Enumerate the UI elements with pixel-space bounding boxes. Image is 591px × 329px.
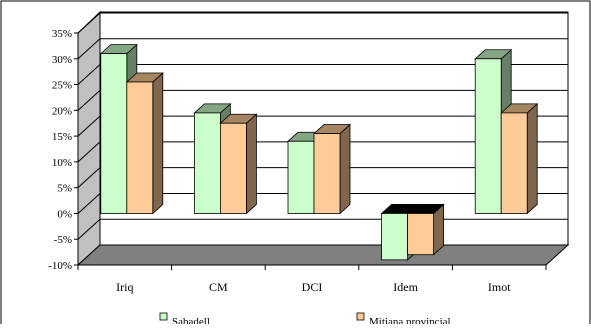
bar-side [246,114,256,213]
bar-dci-mitjana [314,134,340,214]
x-tick-label: CM [209,280,228,294]
bar-idem-mitjana [408,213,434,254]
bar-side [527,104,537,214]
y-tick-label: 10% [52,157,72,169]
bar-imot-mitjana [501,113,527,214]
bar-cm-sabadell [194,113,220,214]
bar-dci-sabadell [288,141,314,213]
y-tick-label: 0% [57,208,72,220]
bar-imot-sabadell [475,59,501,214]
floor [78,245,568,265]
legend-label: Sabadell [172,316,210,324]
y-tick-label: -5% [54,234,72,246]
legend-label: Mitjana provincial [369,316,451,324]
bar-side [340,125,350,214]
side-wall [78,12,100,265]
y-tick-label: 15% [52,131,72,143]
y-tick-label: 30% [52,54,72,66]
x-tick-label: Imot [488,280,511,294]
x-tick-label: DCI [302,280,323,294]
y-tick-label: 35% [52,28,72,40]
bar-idem-sabadell [382,213,408,259]
x-tick-label: Iriq [116,280,133,294]
bar-iriq-sabadell [101,54,127,214]
bar-iriq-mitjana [127,82,153,213]
bar-cm-mitjana [220,123,246,213]
y-tick-label: -10% [48,260,72,272]
y-tick-label: 5% [57,183,72,195]
legend-swatch [160,313,167,320]
legend-swatch [357,313,364,320]
x-tick-label: Idem [393,280,418,294]
bar-side [153,73,163,213]
y-tick-label: 20% [52,105,72,117]
y-tick-label: 25% [52,80,72,92]
